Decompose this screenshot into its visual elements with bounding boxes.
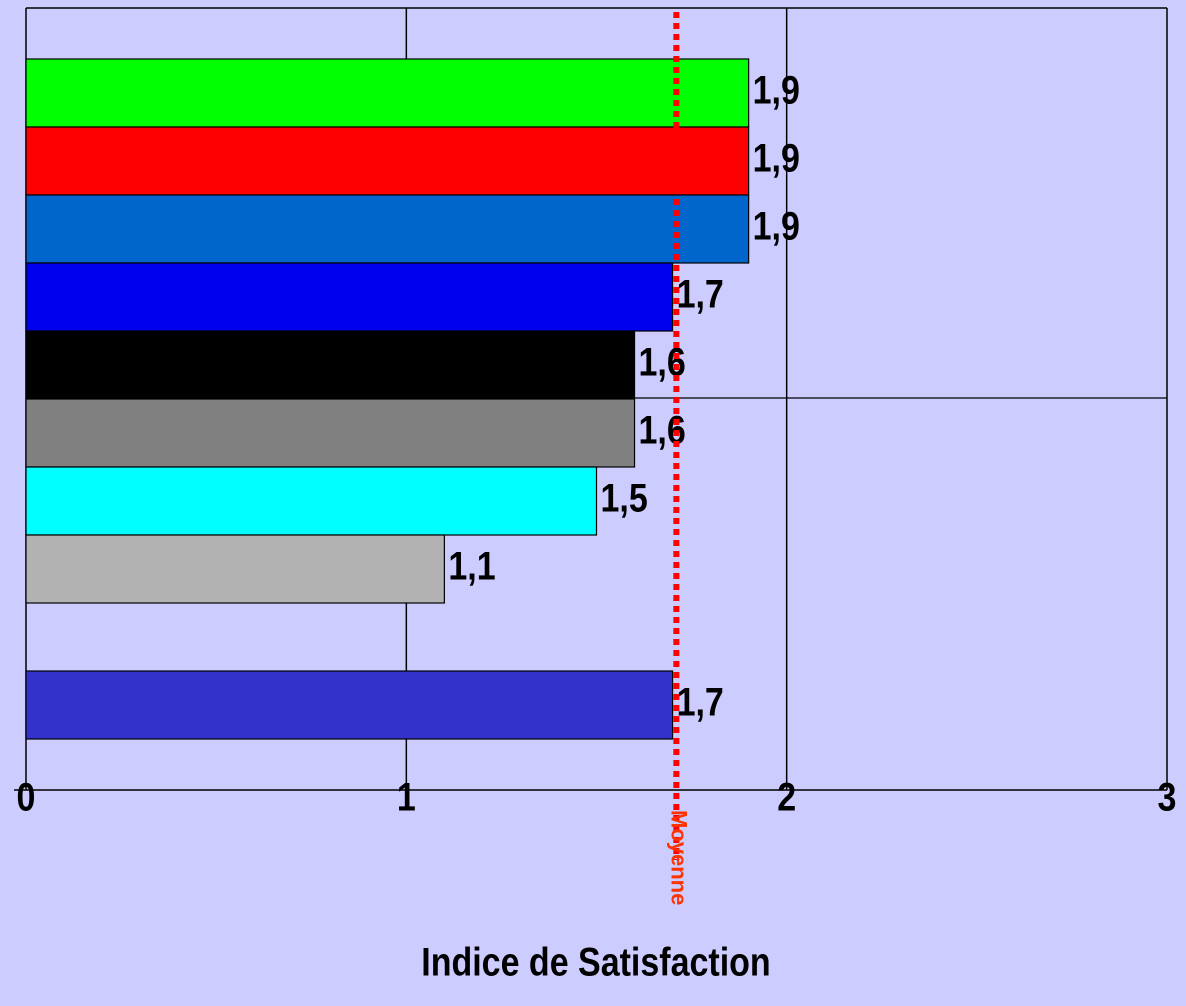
bar	[25, 466, 598, 536]
value-label: 1,7	[677, 679, 724, 724]
bar	[25, 58, 750, 128]
value-label: 1,7	[677, 271, 724, 316]
value-label: 1,9	[753, 203, 800, 248]
bar	[25, 398, 636, 468]
value-label: 1,9	[753, 135, 800, 180]
value-label: 1,1	[448, 543, 495, 588]
reference-label: Moyenne	[667, 810, 692, 905]
bar	[25, 534, 445, 604]
value-label: 1,9	[753, 67, 800, 112]
bar	[25, 262, 674, 332]
x-tick-label: 1	[397, 774, 416, 819]
x-axis-title: Indice de Satisfaction	[421, 939, 770, 984]
bar	[25, 670, 674, 740]
bar	[25, 126, 750, 196]
x-tick-label: 2	[777, 774, 796, 819]
bar	[25, 330, 636, 400]
x-tick-label: 3	[1158, 774, 1177, 819]
value-label: 1,5	[601, 475, 648, 520]
x-tick-label: 0	[17, 774, 36, 819]
bar	[25, 194, 750, 264]
